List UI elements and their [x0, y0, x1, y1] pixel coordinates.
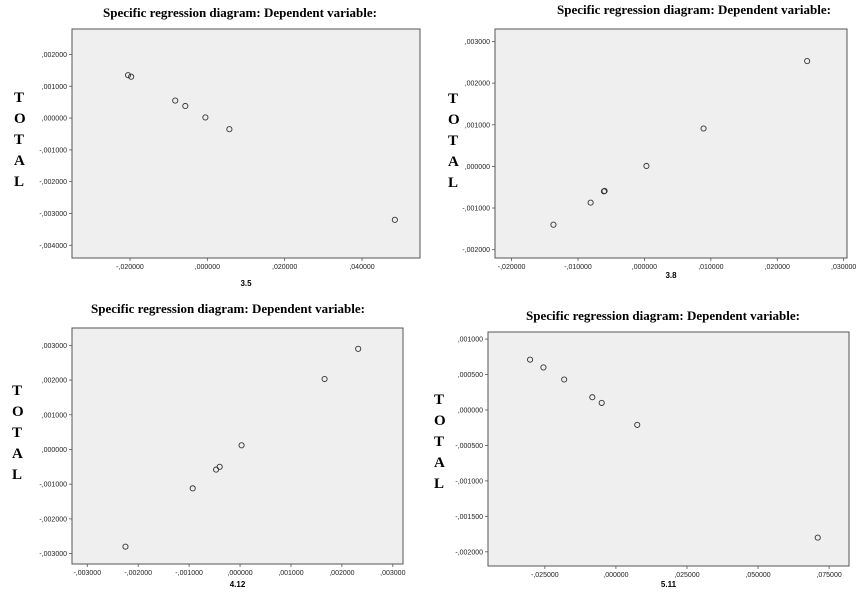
y-tick-label: -,002000 — [39, 516, 67, 523]
data-point — [527, 356, 534, 363]
data-point — [125, 72, 132, 79]
chart-title: Specific regression diagram: Dependent v… — [91, 301, 365, 316]
y-tick-label: ,001000 — [458, 337, 483, 344]
x-tick-label: -,002000 — [124, 570, 152, 577]
x-tick-label: -,025000 — [531, 572, 559, 579]
chart-title: Specific regression diagram: Dependent v… — [557, 2, 831, 17]
x-axis-label: 3.8 — [665, 271, 677, 280]
y-tick-label: ,000000 — [42, 447, 67, 454]
x-tick-label: -,001000 — [175, 570, 203, 577]
y-tick-label: ,001000 — [42, 412, 67, 419]
data-point — [238, 442, 245, 449]
data-point — [643, 162, 650, 170]
data-point — [804, 58, 811, 65]
plot-area — [71, 327, 404, 565]
y-tick-label: -,002000 — [462, 247, 490, 254]
chart-panel-3: Specific regression diagram: Dependent v… — [12, 301, 406, 589]
x-tick-label: ,020000 — [272, 264, 297, 271]
data-point — [226, 126, 233, 133]
data-point — [700, 125, 707, 132]
x-tick-label: ,010000 — [698, 264, 723, 271]
plot-area — [487, 331, 850, 567]
data-point — [355, 345, 362, 352]
y-tick-label: ,002000 — [42, 52, 67, 59]
data-point — [561, 376, 568, 383]
y-tick-label: -,001000 — [462, 206, 490, 213]
data-point — [202, 114, 209, 121]
x-tick-label: -,010000 — [564, 264, 592, 271]
x-tick-label: ,000000 — [195, 264, 220, 271]
x-tick-label: ,020000 — [765, 264, 790, 271]
x-tick-label: ,075000 — [816, 572, 841, 579]
data-point — [182, 102, 189, 110]
x-tick-label: -,020000 — [116, 264, 144, 271]
y-tick-label: ,000500 — [458, 372, 483, 379]
y-tick-label: ,000000 — [465, 164, 490, 171]
x-tick-label: ,003000 — [380, 570, 405, 577]
y-tick-label: -,001000 — [39, 147, 67, 154]
y-tick-label: -,001500 — [455, 514, 483, 521]
data-point — [598, 399, 605, 406]
y-tick-label: -,002000 — [39, 179, 67, 186]
data-point — [634, 421, 641, 428]
data-point — [122, 543, 129, 550]
x-tick-label: -,003000 — [73, 570, 101, 577]
data-point — [391, 216, 398, 223]
y-tick-label: -,003000 — [39, 551, 67, 558]
y-tick-label: -,004000 — [39, 243, 67, 250]
y-tick-label: -,001000 — [455, 478, 483, 485]
data-point — [172, 97, 179, 104]
chart-panel-4: Specific regression diagram: Dependent v… — [434, 308, 850, 589]
x-tick-label: -,020000 — [498, 264, 526, 271]
y-tick-label: ,001000 — [465, 122, 490, 129]
y-tick-label: -,003000 — [39, 211, 67, 218]
x-axis-label: 4.12 — [230, 580, 246, 589]
x-tick-label: ,002000 — [329, 570, 354, 577]
y-tick-label: ,002000 — [42, 378, 67, 385]
y-tick-label: -,002000 — [455, 549, 483, 556]
plot-area — [71, 28, 421, 259]
data-point — [587, 199, 594, 206]
plot-area — [494, 28, 848, 259]
x-tick-label: ,000000 — [632, 264, 657, 271]
data-point — [601, 187, 608, 195]
x-tick-label: ,030000 — [831, 264, 856, 271]
data-point — [589, 394, 596, 401]
data-point — [128, 73, 135, 80]
y-tick-label: -,000500 — [455, 443, 483, 450]
x-tick-label: ,000000 — [603, 572, 628, 579]
data-point — [321, 375, 328, 383]
y-tick-label: -,001000 — [39, 482, 67, 489]
x-axis-label: 5.11 — [661, 580, 677, 589]
y-tick-label: ,000000 — [458, 408, 483, 415]
data-point — [216, 463, 223, 470]
data-point — [550, 221, 557, 228]
y-tick-label: ,000000 — [42, 116, 67, 123]
chart-title: Specific regression diagram: Dependent v… — [526, 308, 800, 323]
x-axis-label: 3.5 — [240, 279, 252, 288]
x-tick-label: ,000000 — [227, 570, 252, 577]
y-tick-label: ,003000 — [42, 343, 67, 350]
data-point — [814, 534, 821, 541]
chart-panel-2: Specific regression diagram: Dependent v… — [448, 2, 856, 280]
x-tick-label: ,050000 — [745, 572, 770, 579]
y-tick-label: ,001000 — [42, 84, 67, 91]
x-tick-label: ,025000 — [674, 572, 699, 579]
chart-title: Specific regression diagram: Dependent v… — [103, 5, 377, 20]
data-point — [189, 485, 196, 492]
chart-panel-1: Specific regression diagram: Dependent v… — [14, 5, 421, 288]
x-tick-label: ,001000 — [278, 570, 303, 577]
x-tick-label: ,040000 — [349, 264, 374, 271]
data-point — [540, 364, 547, 371]
y-tick-label: ,002000 — [465, 81, 490, 88]
y-tick-label: ,003000 — [465, 39, 490, 46]
